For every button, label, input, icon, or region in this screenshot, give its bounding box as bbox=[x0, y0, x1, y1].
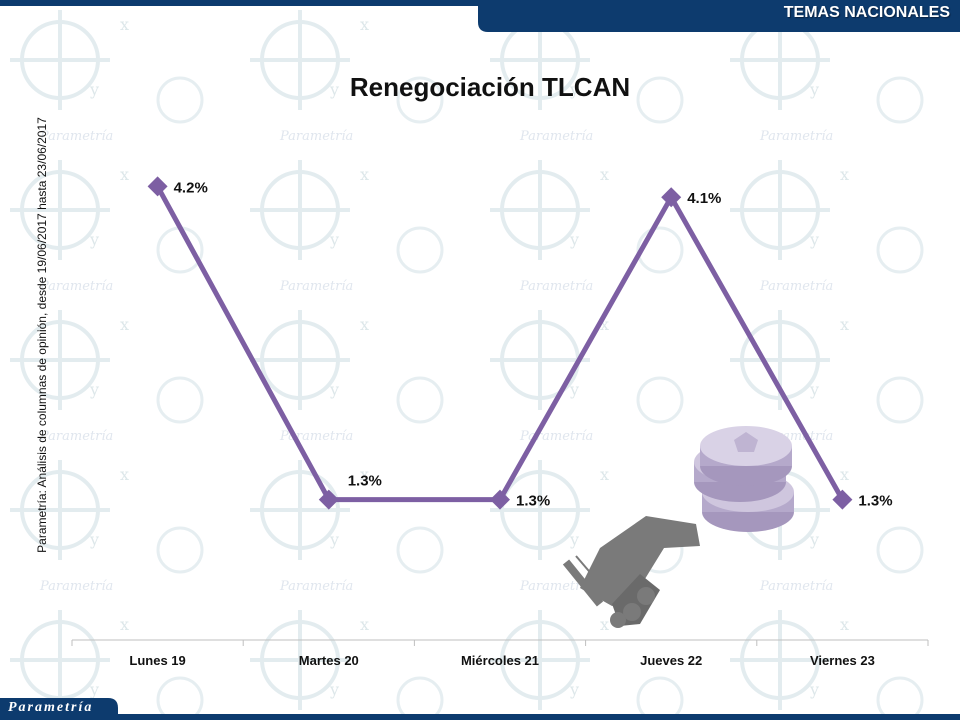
data-label: 4.2% bbox=[174, 179, 208, 196]
data-label: 1.3% bbox=[348, 473, 382, 490]
data-point bbox=[318, 489, 339, 510]
data-label: 4.1% bbox=[687, 190, 721, 207]
data-point bbox=[490, 489, 510, 510]
coin-stack-icon bbox=[694, 426, 794, 532]
x-tick-label: Viernes 23 bbox=[810, 653, 875, 668]
data-point bbox=[661, 187, 682, 208]
x-tick-label: Martes 20 bbox=[299, 653, 359, 668]
handshake-icon bbox=[562, 516, 700, 628]
data-point bbox=[147, 176, 168, 197]
data-point bbox=[832, 489, 853, 510]
top-banner bbox=[0, 0, 960, 32]
x-tick-label: Miércoles 21 bbox=[461, 653, 539, 668]
footer-bar bbox=[0, 698, 960, 720]
x-tick-label: Jueves 22 bbox=[640, 653, 702, 668]
data-label: 1.3% bbox=[516, 493, 550, 510]
data-label: 1.3% bbox=[858, 493, 892, 510]
chart-title: Renegociación TLCAN bbox=[349, 72, 631, 102]
parametria-logo: Parametría bbox=[8, 700, 94, 715]
x-tick-label: Lunes 19 bbox=[129, 653, 185, 668]
section-label: TEMAS NACIONALES bbox=[783, 4, 950, 21]
